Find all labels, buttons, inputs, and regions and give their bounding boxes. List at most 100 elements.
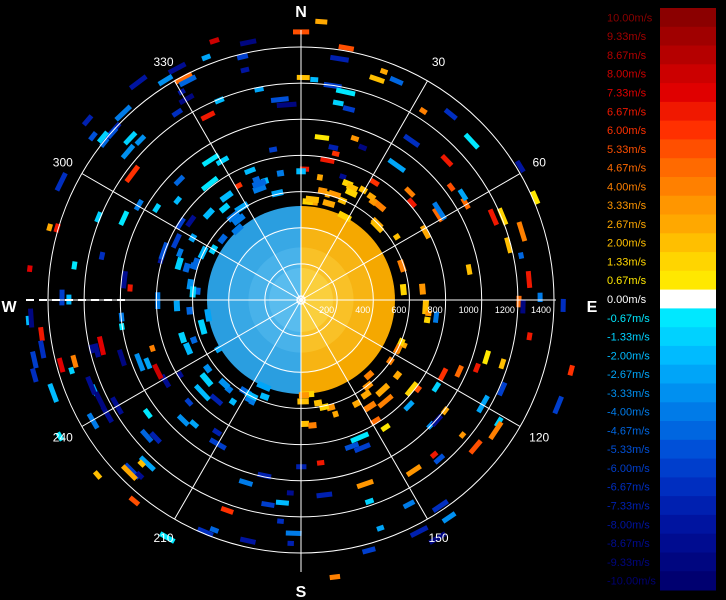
echo-bin xyxy=(138,455,156,472)
echo-bin xyxy=(350,134,360,143)
echo-bin xyxy=(231,213,246,227)
echo-bin xyxy=(178,331,188,344)
echo-bin xyxy=(219,190,234,203)
echo-bin xyxy=(118,312,125,322)
legend-swatch xyxy=(660,101,716,122)
azimuth-labels: 30 60 120 150 210 240 300 330 xyxy=(53,55,550,545)
echo-bin xyxy=(167,61,187,75)
azimuth-spoke xyxy=(300,80,428,301)
legend-swatch xyxy=(660,308,716,328)
echo-bin xyxy=(313,399,323,407)
legend-swatch xyxy=(660,252,716,272)
legend-label: -8.67m/s xyxy=(607,538,650,550)
echo-bin xyxy=(287,540,295,547)
echo-bin xyxy=(199,372,214,388)
legend-swatch xyxy=(660,270,716,291)
echo-bin xyxy=(406,197,418,209)
echo-bin xyxy=(405,464,422,478)
echo-bin xyxy=(363,400,377,413)
echo-bin xyxy=(47,383,59,403)
echo-bin xyxy=(305,195,320,204)
echo-bin xyxy=(176,370,184,379)
echo-bin xyxy=(209,36,220,45)
echo-bin xyxy=(342,105,356,113)
echo-bin xyxy=(124,164,141,184)
echo-bin xyxy=(106,126,119,140)
echo-bin xyxy=(189,336,198,345)
echo-bin xyxy=(218,377,231,390)
echo-bin xyxy=(285,530,302,536)
echo-bin xyxy=(276,101,297,109)
legend-label: 4.00m/s xyxy=(607,181,647,193)
legend-swatch xyxy=(660,8,716,28)
echo-bin xyxy=(332,99,344,107)
azimuth-spoke xyxy=(81,173,302,301)
echo-bin xyxy=(200,110,216,122)
echo-bin xyxy=(171,107,184,118)
echo-bin xyxy=(38,340,47,359)
echo-bin xyxy=(178,74,197,88)
range-label: 800 xyxy=(428,305,443,315)
echo-bin xyxy=(419,283,426,295)
echo-bin xyxy=(369,177,380,188)
echo-bin xyxy=(317,187,328,195)
range-label: 200 xyxy=(319,305,334,315)
echo-bin xyxy=(296,74,310,81)
echo-bin xyxy=(276,518,285,524)
echo-bin xyxy=(431,499,450,513)
echo-bin xyxy=(432,201,447,221)
legend-swatch xyxy=(660,120,716,140)
echo-bin xyxy=(364,497,375,506)
polar-grid xyxy=(26,30,556,572)
echo-bin xyxy=(176,413,190,427)
legend-swatch xyxy=(660,552,716,572)
echo-bin xyxy=(81,114,94,127)
echo-bin xyxy=(482,349,492,365)
echo-bin xyxy=(54,171,68,192)
legend-label: 9.33m/s xyxy=(607,31,647,43)
velocity-echoes xyxy=(25,18,575,581)
echo-bin xyxy=(472,362,481,373)
echo-bin xyxy=(94,211,103,223)
echo-bin xyxy=(404,381,419,397)
echo-bin xyxy=(173,300,181,312)
echo-bin xyxy=(26,265,33,273)
echo-bin xyxy=(552,395,564,415)
legend-swatch xyxy=(660,214,716,234)
range-label: 1200 xyxy=(495,305,515,315)
azimuth-label: 330 xyxy=(153,55,173,69)
legend-label: -0.67m/s xyxy=(607,313,650,325)
echo-bin xyxy=(353,442,371,454)
echo-bin xyxy=(152,363,164,380)
echo-bin xyxy=(238,478,254,487)
echo-bin xyxy=(261,500,275,509)
echo-bin xyxy=(458,431,467,439)
legend-label: 8.67m/s xyxy=(607,50,647,62)
legend-swatch xyxy=(660,364,716,384)
echo-bin xyxy=(71,261,78,270)
echo-bin xyxy=(30,367,39,383)
east-label: E xyxy=(587,299,598,316)
echo-bin xyxy=(196,526,214,538)
legend-label: -2.67m/s xyxy=(607,369,650,381)
echo-bin xyxy=(86,412,100,430)
legend-label: 5.33m/s xyxy=(607,144,647,156)
echo-bin xyxy=(440,153,454,168)
echo-bin xyxy=(298,392,310,399)
echo-bin xyxy=(99,136,110,148)
echo-bin xyxy=(380,422,391,433)
legend-label: 8.00m/s xyxy=(607,69,647,81)
echo-bin xyxy=(430,413,444,428)
legend-label: -4.00m/s xyxy=(607,407,650,419)
echo-bin xyxy=(243,166,257,176)
legend-swatch xyxy=(660,458,716,478)
echo-bin xyxy=(201,53,212,62)
range-label: 1000 xyxy=(459,305,479,315)
azimuth-spoke xyxy=(300,299,521,427)
echo-bin xyxy=(231,223,244,236)
echo-bin xyxy=(59,289,65,306)
legend-label: 0.67m/s xyxy=(607,275,647,287)
echo-bin xyxy=(344,441,360,451)
echo-bin xyxy=(324,190,331,198)
echo-bin xyxy=(366,191,377,202)
